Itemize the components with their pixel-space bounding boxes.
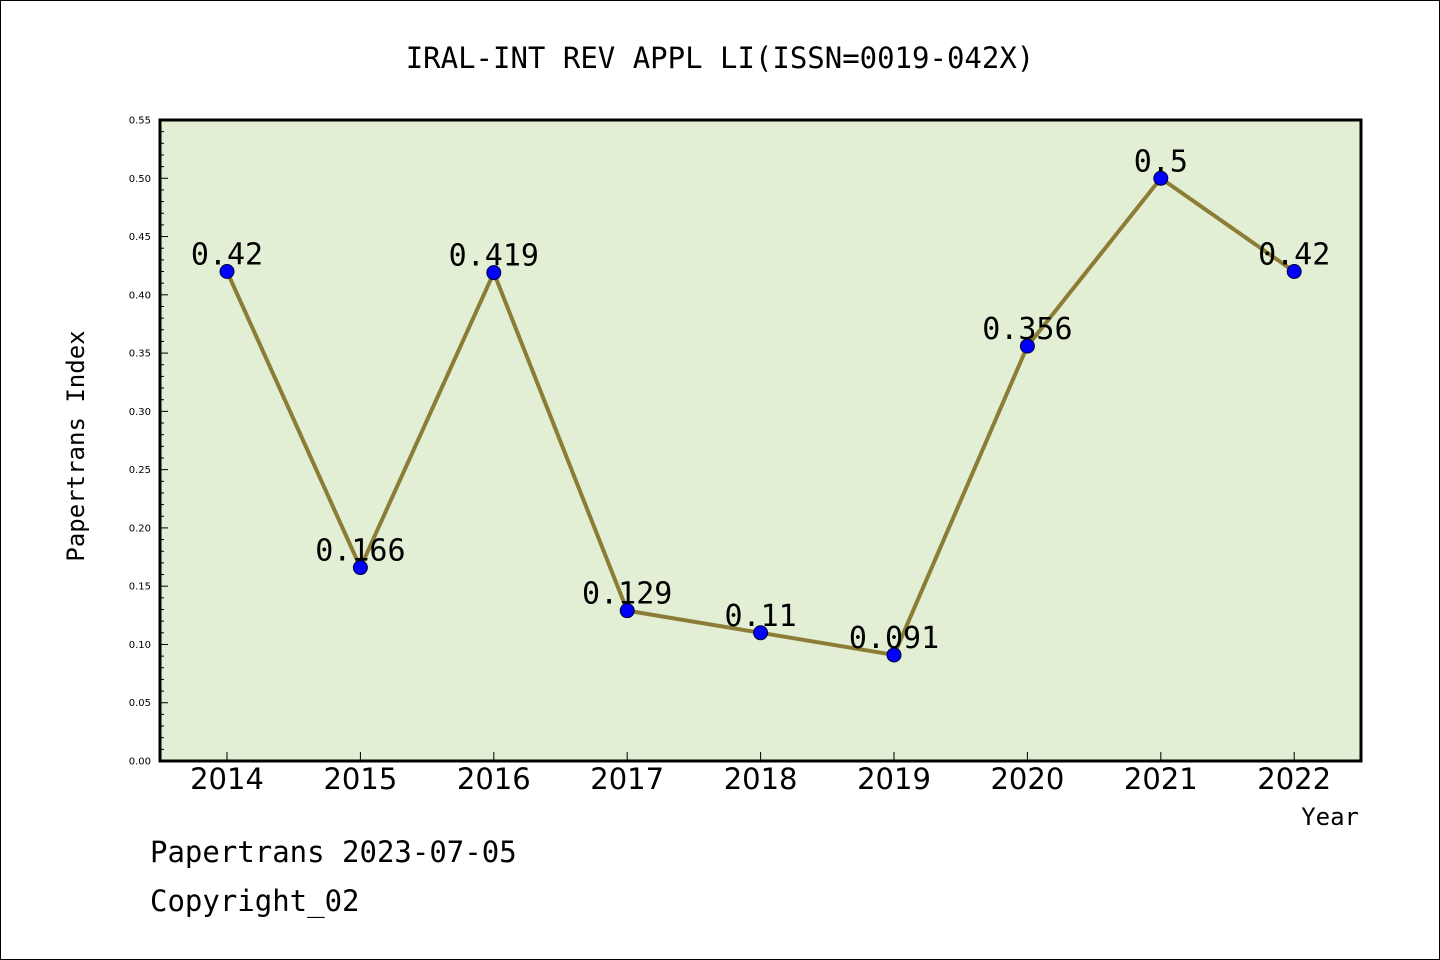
plot-border bbox=[158, 118, 1363, 763]
data-label: 0.091 bbox=[849, 621, 939, 656]
data-point-marker bbox=[1286, 264, 1302, 280]
x-tick-label: 2015 bbox=[323, 762, 397, 796]
x-tick-label: 2018 bbox=[724, 762, 798, 796]
x-tick-label: 2022 bbox=[1257, 762, 1331, 796]
x-tick-label: 2021 bbox=[1124, 762, 1198, 796]
x-axis-label: Year bbox=[1301, 803, 1359, 831]
y-tick-label: 0.00 bbox=[129, 757, 151, 768]
x-tick-label: 2016 bbox=[457, 762, 531, 796]
footer-copyright-text: Copyright_02 bbox=[150, 884, 360, 918]
y-tick-label: 0.55 bbox=[129, 116, 151, 127]
x-tick-label: 2019 bbox=[857, 762, 931, 796]
y-tick-label: 0.05 bbox=[129, 698, 151, 709]
data-point-marker bbox=[219, 264, 235, 280]
data-point-marker bbox=[753, 625, 769, 641]
data-label: 0.5 bbox=[1134, 144, 1188, 179]
data-label: 0.42 bbox=[191, 238, 263, 273]
y-tick-label: 0.10 bbox=[129, 640, 151, 651]
x-tick-label: 2020 bbox=[990, 762, 1064, 796]
y-tick-label: 0.30 bbox=[129, 407, 151, 418]
y-tick-label: 0.20 bbox=[129, 523, 151, 534]
plot-area bbox=[160, 120, 1361, 761]
data-point-marker bbox=[619, 603, 635, 619]
y-tick-label: 0.45 bbox=[129, 232, 151, 243]
series-group bbox=[219, 170, 1302, 663]
x-tick-label: 2017 bbox=[590, 762, 664, 796]
data-label: 0.419 bbox=[449, 239, 539, 274]
data-point-marker bbox=[486, 265, 502, 281]
data-label: 0.129 bbox=[582, 577, 672, 612]
chart-title: IRAL-INT REV APPL LI(ISSN=0019-042X) bbox=[406, 41, 1035, 75]
data-point-marker bbox=[1153, 170, 1169, 186]
footer-date-text: Papertrans 2023-07-05 bbox=[150, 835, 517, 869]
x-axis-ticks: 2014 2015 2016 2017 2018 2019 2020 2021 2022 bbox=[190, 752, 1331, 796]
data-point-marker bbox=[1019, 338, 1035, 354]
y-axis-label: Papertrans Index bbox=[62, 330, 90, 561]
x-tick-label: 2014 bbox=[190, 762, 264, 796]
data-point-marker bbox=[886, 647, 902, 663]
data-label: 0.11 bbox=[724, 599, 796, 634]
y-tick-label: 0.40 bbox=[129, 290, 151, 301]
y-tick-label: 0.50 bbox=[129, 174, 151, 185]
y-tick-label: 0.15 bbox=[129, 582, 151, 593]
y-tick-label: 0.25 bbox=[129, 465, 151, 476]
data-labels-group: 0.42 0.166 0.419 0.129 0.11 0.091 0.356 0.5 0.42 bbox=[191, 144, 1330, 656]
data-point-marker bbox=[352, 560, 368, 576]
y-tick-label: 0.35 bbox=[129, 349, 151, 360]
data-label: 0.166 bbox=[315, 534, 405, 569]
data-label: 0.42 bbox=[1258, 238, 1330, 273]
data-label: 0.356 bbox=[982, 312, 1072, 347]
